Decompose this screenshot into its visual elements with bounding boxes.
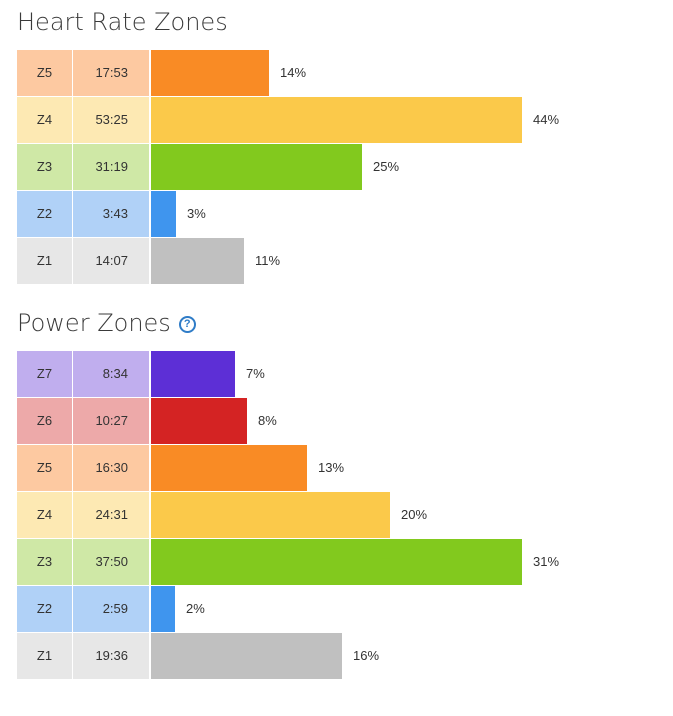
zone-time: 17:53 (73, 50, 150, 96)
hr-zone-row-z1: Z1 14:07 11% (17, 238, 657, 284)
zone-time: 2:59 (73, 586, 150, 632)
zone-time: 24:31 (73, 492, 150, 538)
power-zones-section: Power Zones ? Z7 8:34 7% Z6 10:27 8% Z5 16:30 13… (17, 307, 657, 679)
zone-label: Z1 (17, 238, 73, 284)
zone-percent-label: 3% (187, 206, 206, 221)
power-zone-row-z3: Z3 37:50 31% (17, 539, 657, 585)
hr-zone-row-z3: Z3 31:19 25% (17, 144, 657, 190)
zone-time: 16:30 (73, 445, 150, 491)
heart-rate-zones-section: Heart Rate Zones Z5 17:53 14% Z4 53:25 44% Z3 3… (17, 6, 657, 284)
zone-bar (151, 539, 522, 585)
zone-time: 10:27 (73, 398, 150, 444)
power-zone-row-z2: Z2 2:59 2% (17, 586, 657, 632)
zone-label: Z1 (17, 633, 73, 679)
zone-label: Z3 (17, 539, 73, 585)
zone-label: Z4 (17, 97, 73, 143)
zone-bar (151, 97, 522, 143)
hr-zone-row-z5: Z5 17:53 14% (17, 50, 657, 96)
power-zone-row-z7: Z7 8:34 7% (17, 351, 657, 397)
power-zone-row-z1: Z1 19:36 16% (17, 633, 657, 679)
zone-bar (151, 445, 307, 491)
zone-percent-label: 14% (280, 65, 307, 80)
zone-time: 8:34 (73, 351, 150, 397)
power-zones-header: Power Zones ? (17, 307, 657, 339)
zone-bar (151, 586, 175, 632)
zone-time: 3:43 (73, 191, 150, 237)
zone-percent-label: 13% (318, 460, 345, 475)
zone-time: 14:07 (73, 238, 150, 284)
zone-percent-label: 20% (401, 507, 428, 522)
zone-label: Z5 (17, 445, 73, 491)
zone-time: 31:19 (73, 144, 150, 190)
zone-time: 53:25 (73, 97, 150, 143)
heart-rate-zones-title: Heart Rate Zones (17, 8, 228, 36)
zone-percent-label: 7% (246, 366, 265, 381)
zone-bar (151, 492, 390, 538)
zone-label: Z6 (17, 398, 73, 444)
zone-time: 19:36 (73, 633, 150, 679)
zone-label: Z7 (17, 351, 73, 397)
zone-bar (151, 238, 244, 284)
zone-bar (151, 144, 362, 190)
zone-label: Z2 (17, 191, 73, 237)
zone-bar (151, 398, 247, 444)
zone-percent-label: 16% (353, 648, 380, 663)
power-zones-title: Power Zones (17, 309, 171, 337)
zone-label: Z4 (17, 492, 73, 538)
power-zone-row-z5: Z5 16:30 13% (17, 445, 657, 491)
zone-bar (151, 351, 235, 397)
zone-bar (151, 191, 176, 237)
zone-label: Z3 (17, 144, 73, 190)
zone-percent-label: 2% (186, 601, 205, 616)
hr-zone-row-z4: Z4 53:25 44% (17, 97, 657, 143)
zone-percent-label: 11% (255, 253, 281, 268)
zone-percent-label: 31% (533, 554, 560, 569)
power-zone-row-z6: Z6 10:27 8% (17, 398, 657, 444)
question-circle-icon[interactable]: ? (178, 316, 196, 333)
zone-label: Z2 (17, 586, 73, 632)
zone-time: 37:50 (73, 539, 150, 585)
zone-bar (151, 633, 342, 679)
power-zone-row-z4: Z4 24:31 20% (17, 492, 657, 538)
hr-zone-row-z2: Z2 3:43 3% (17, 191, 657, 237)
zone-bar (151, 50, 269, 96)
zone-label: Z5 (17, 50, 73, 96)
zone-percent-label: 8% (258, 413, 277, 428)
zone-percent-label: 44% (533, 112, 560, 127)
zone-percent-label: 25% (373, 159, 400, 174)
